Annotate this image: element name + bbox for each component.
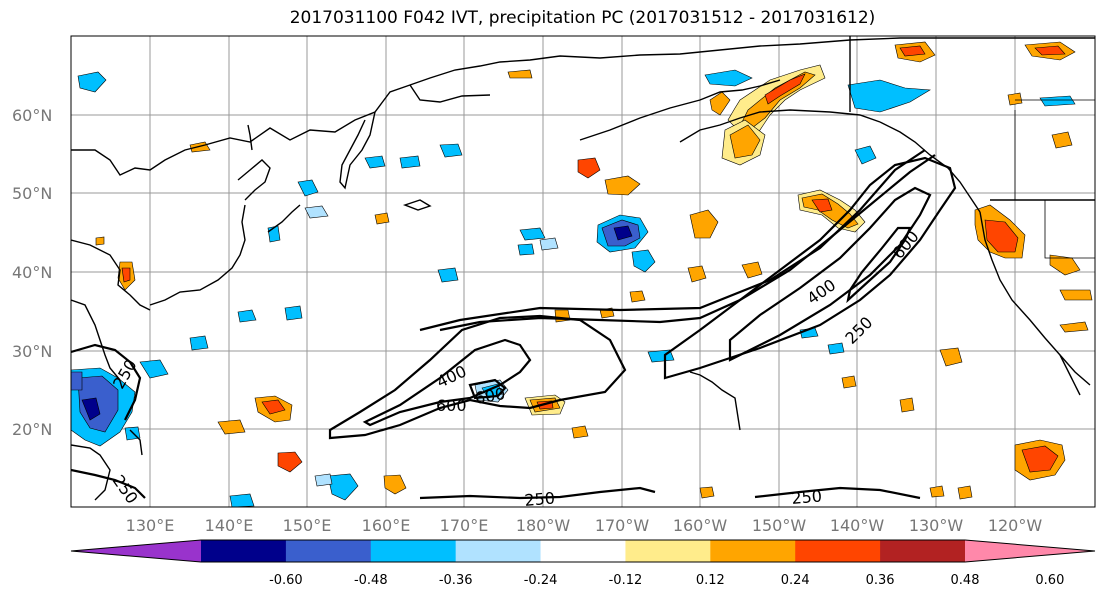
lon-label-170e: 170°E [440,516,489,535]
latitude-labels: 60°N 50°N 40°N 30°N 20°N [12,106,52,439]
colorbar-extend-low [71,540,201,562]
colorbar-swatch [370,540,457,562]
colorbar-swatch [455,540,542,562]
lon-label-150w: 150°W [752,516,807,535]
lon-label-160w: 160°W [673,516,728,535]
contour-label-250-south-b: 250 [791,486,823,508]
colorbar-tick-label: 0.48 [951,573,980,588]
lat-label-20n: 20°N [12,420,52,439]
colorbar-swatch [625,540,711,562]
ivt-contours [71,149,957,500]
lat-label-40n: 40°N [12,263,52,282]
colorbar: -0.60 -0.48 -0.36 -0.24 -0.12 0.12 0.24 0.36 0.4… [70,539,1096,588]
colorbar-tick-label: -0.12 [609,573,643,588]
lon-label-150e: 150°E [283,516,332,535]
colorbar-swatch [880,540,966,562]
lon-label-140w: 140°W [830,516,885,535]
lat-label-30n: 30°N [12,342,52,361]
colorbar-tick-label: -0.24 [524,573,558,588]
lon-label-120w: 120°W [988,516,1043,535]
colorbar-swatch [795,540,881,562]
lon-label-130e: 130°E [126,516,175,535]
lon-label-170w: 170°W [595,516,650,535]
colorbar-tick-label: 0.12 [696,573,725,588]
colorbar-tick-label: 0.36 [866,573,895,588]
colorbar-extend-high [965,540,1095,562]
colorbar-tick-label: 0.60 [1035,573,1064,588]
lon-label-130w: 130°W [909,516,964,535]
lon-label-140e: 140°E [205,516,254,535]
map-title: 2017031100 F042 IVT, precipitation PC (2… [289,8,876,28]
colorbar-tick-label: -0.36 [439,573,473,588]
contour-label-600-west: 600 [436,396,467,415]
colorbar-swatch [285,540,372,562]
coastlines [71,36,1095,501]
lat-label-60n: 60°N [12,106,52,125]
lat-label-50n: 50°N [12,184,52,203]
lon-label-160e: 160°E [362,516,411,535]
colorbar-swatch [710,540,796,562]
contour-label-250-south-a: 250 [524,488,556,510]
colorbar-swatch [201,540,287,562]
colorbar-tick-label: -0.48 [354,573,388,588]
lon-label-180w: 180°W [516,516,571,535]
precip-negative [71,69,1076,507]
colorbar-tick-label: -0.60 [269,573,303,588]
colorbar-tick-label: 0.24 [781,573,810,588]
longitude-labels: 130°E 140°E 150°E 160°E 170°E 180°W 170°… [126,516,1043,535]
colorbar-swatch [540,540,626,562]
